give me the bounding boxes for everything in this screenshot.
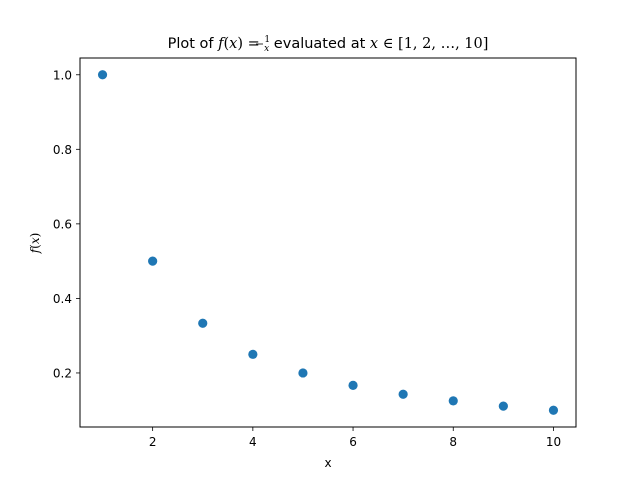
y-tick-label: 0.8: [53, 143, 72, 157]
x-tick-label: 8: [449, 435, 457, 449]
data-point: [548, 405, 559, 415]
y-axis-ticks: 0.2 0.4 0.6 0.8 1.0: [53, 68, 80, 380]
y-tick-label: 1.0: [53, 68, 72, 82]
plot-area-frame: [79, 57, 577, 428]
data-point: [298, 368, 308, 378]
y-tick-label: 0.6: [53, 217, 72, 231]
data-point: [148, 256, 158, 266]
data-point: [398, 389, 408, 399]
y-tick-label: 0.4: [53, 292, 72, 306]
x-tick-label: 10: [546, 435, 561, 449]
data-point: [448, 396, 458, 406]
x-axis-label: x: [324, 456, 331, 470]
y-axis-label: f(x): [28, 233, 42, 255]
x-tick-label: 6: [349, 435, 357, 449]
data-point: [498, 401, 508, 411]
x-axis-ticks: 2 4 6 8 10: [149, 427, 561, 449]
data-point: [198, 318, 208, 328]
data-point: [97, 70, 108, 80]
data-point: [248, 349, 258, 359]
y-tick-label: 0.2: [53, 366, 72, 380]
data-markers: [97, 70, 559, 415]
x-tick-label: 4: [249, 435, 257, 449]
data-point: [348, 380, 358, 390]
x-tick-label: 2: [149, 435, 157, 449]
